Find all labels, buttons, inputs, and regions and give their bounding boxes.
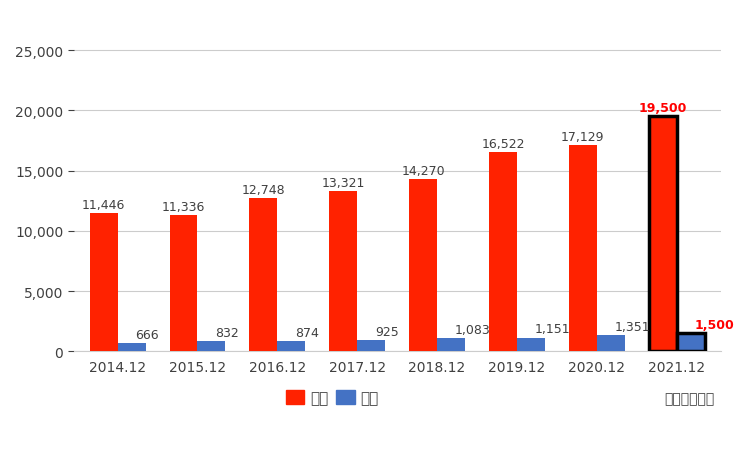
Bar: [277, 341, 305, 352]
Bar: [89, 214, 117, 352]
Bar: [677, 334, 705, 352]
Bar: [169, 215, 198, 352]
Text: 13,321: 13,321: [322, 176, 365, 189]
Bar: [409, 180, 437, 352]
Text: 14,270: 14,270: [402, 165, 445, 178]
Bar: [250, 198, 277, 352]
Text: 19,500: 19,500: [638, 102, 687, 115]
Text: 1,351: 1,351: [615, 320, 650, 333]
Bar: [517, 338, 545, 352]
Bar: [489, 153, 517, 352]
Text: 11,336: 11,336: [162, 200, 205, 213]
Text: 17,129: 17,129: [561, 130, 605, 143]
Text: 1,500: 1,500: [695, 318, 735, 331]
Text: 11,446: 11,446: [82, 199, 126, 212]
Bar: [649, 117, 677, 352]
Text: 666: 666: [135, 328, 159, 341]
Text: 単位：百万円: 単位：百万円: [664, 391, 714, 405]
Text: 925: 925: [375, 325, 399, 338]
Text: 874: 874: [296, 326, 319, 339]
Bar: [117, 344, 146, 352]
Bar: [569, 146, 597, 352]
Bar: [437, 339, 465, 352]
Text: 832: 832: [215, 327, 239, 340]
Text: 1,151: 1,151: [535, 322, 571, 336]
Bar: [597, 336, 625, 352]
Text: 16,522: 16,522: [481, 138, 525, 151]
Bar: [198, 342, 226, 352]
Bar: [357, 341, 385, 352]
Bar: [329, 192, 357, 352]
Text: 12,748: 12,748: [241, 183, 285, 196]
Text: 1,083: 1,083: [455, 323, 491, 336]
Legend: 売上, 経常: 売上, 経常: [280, 384, 385, 411]
